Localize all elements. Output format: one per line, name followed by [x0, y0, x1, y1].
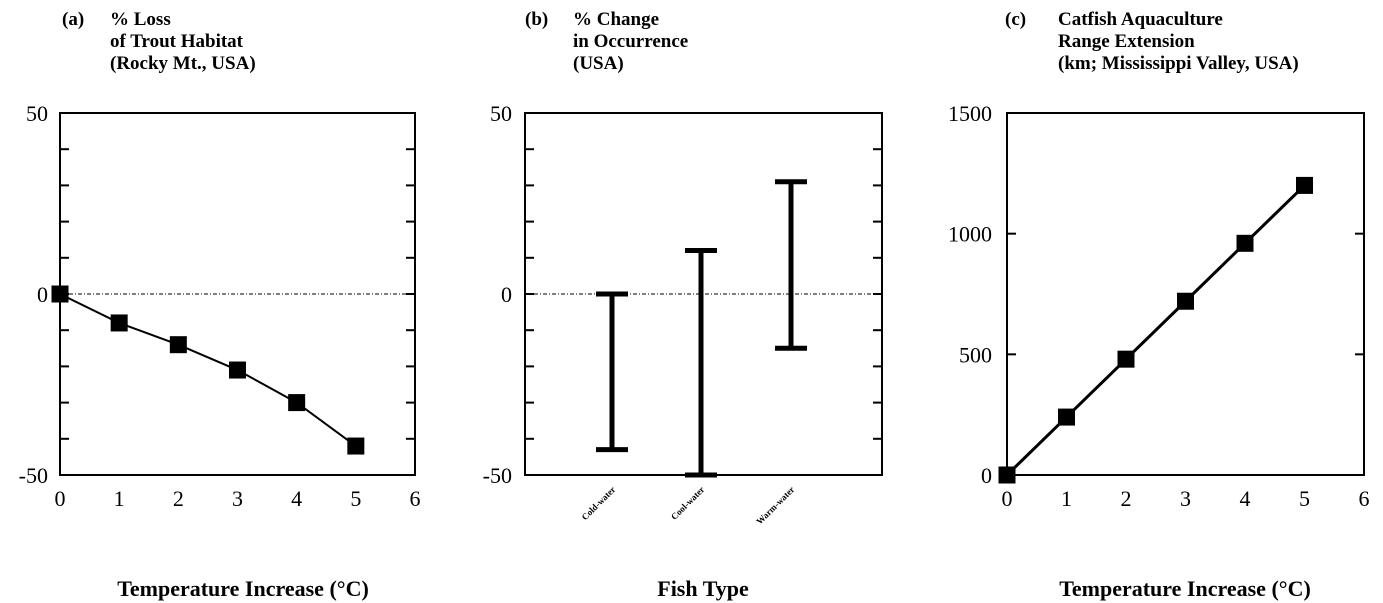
x-tick-label: 1	[1061, 486, 1072, 511]
panel-c-title-line-3: (km; Mississippi Valley, USA)	[1058, 53, 1299, 74]
panel-b-title-line-1: % Change	[573, 9, 659, 30]
data-point	[998, 466, 1016, 484]
data-point	[169, 336, 187, 354]
panel-c-title-line-2: Range Extension	[1058, 31, 1195, 52]
x-tick-label: 2	[1121, 486, 1132, 511]
data-point	[1296, 176, 1313, 194]
x-tick-label: 0	[55, 486, 66, 511]
panel-b: (b) % Change in Occurrence (USA) Cold-wa…	[483, 9, 883, 601]
data-point	[229, 361, 246, 379]
panel-b-title-line-2: in Occurrence	[573, 31, 688, 52]
y-tick-label: 0	[501, 282, 512, 307]
y-tick-label: 0	[981, 463, 992, 488]
data-point	[51, 285, 69, 303]
y-tick-label: 50	[490, 101, 512, 126]
x-tick-label: 5	[1299, 486, 1310, 511]
x-category-label: Warm-water	[754, 484, 796, 526]
panel-a: (a) % Loss of Trout Habitat (Rocky Mt., …	[19, 9, 421, 601]
panel-a-title-line-1: % Loss	[110, 9, 171, 30]
data-point	[1236, 234, 1254, 252]
y-tick-label: 1000	[948, 222, 992, 247]
data-point	[1117, 350, 1135, 368]
panel-c-label: (c)	[1005, 9, 1026, 30]
panel-c-plot-area: 0 1 2 3 4 5 6 1500 1000 500 0	[948, 101, 1370, 511]
y-tick-label: 0	[37, 282, 48, 307]
data-point	[347, 437, 365, 455]
panel-c-title-line-1: Catfish Aquaculture	[1058, 9, 1223, 30]
panel-b-plot-area: Cold-water Cool-water Warm-water 50 0 -50	[483, 101, 883, 526]
plot-frame	[1006, 112, 1365, 476]
x-tick-label: 2	[173, 486, 184, 511]
panel-c: (c) Catfish Aquaculture Range Extension …	[948, 9, 1370, 601]
x-tick-label: 1	[114, 486, 125, 511]
panel-b-x-axis-label: Fish Type	[657, 576, 749, 601]
y-tick-label: 500	[959, 342, 992, 367]
x-tick-label: 6	[410, 486, 421, 511]
data-point	[1058, 408, 1075, 426]
x-tick-label: 3	[232, 486, 243, 511]
x-category-label: Cold-water	[580, 484, 618, 522]
x-tick-label: 6	[1359, 486, 1370, 511]
panel-a-title-line-3: (Rocky Mt., USA)	[110, 53, 256, 74]
panel-b-title-line-3: (USA)	[573, 53, 624, 74]
data-point	[288, 394, 306, 412]
panel-b-label: (b)	[525, 9, 548, 30]
data-point	[110, 314, 128, 332]
series-line	[1005, 184, 1306, 477]
x-tick-label: 3	[1180, 486, 1191, 511]
data-point	[1177, 292, 1194, 310]
x-tick-label: 5	[350, 486, 361, 511]
panel-a-x-axis-label: Temperature Increase (°C)	[117, 576, 369, 601]
panel-a-label: (a)	[62, 9, 84, 30]
y-tick-label: 1500	[948, 101, 992, 126]
y-tick-label: 50	[26, 101, 48, 126]
panel-c-x-axis-label: Temperature Increase (°C)	[1059, 576, 1311, 601]
panel-a-plot-area: 0 1 2 3 4 5 6 50 0 -50	[19, 101, 421, 511]
y-tick-label: -50	[19, 463, 48, 488]
panel-a-title-line-2: of Trout Habitat	[110, 31, 244, 52]
y-tick-label: -50	[483, 463, 512, 488]
x-tick-label: 4	[291, 486, 302, 511]
series-line	[59, 293, 357, 447]
x-category-label: Cool-water	[669, 484, 706, 521]
x-tick-label: 4	[1240, 486, 1251, 511]
x-tick-label: 0	[1002, 486, 1013, 511]
